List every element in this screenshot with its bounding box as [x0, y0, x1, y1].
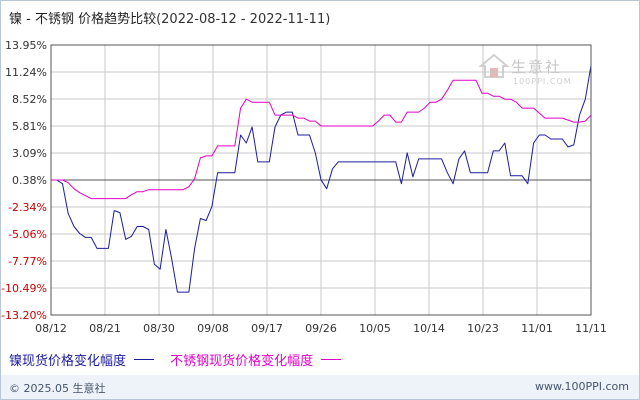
- x-tick-label: 09/26: [305, 322, 337, 335]
- x-tick-label: 08/30: [143, 322, 175, 335]
- legend-swatch-steel: [321, 359, 342, 360]
- y-tick-label: -10.49%: [1, 282, 47, 295]
- footer-bar: © 2025.05 生意社 www.100PPI.com: [1, 375, 639, 399]
- x-tick-label: 09/08: [197, 322, 229, 335]
- line-chart: 13.95% 11.24% 8.52% 5.81% 3.09% 0.38% -2.34% -5…: [1, 39, 607, 335]
- copyright-text: © 2025.05 生意社: [9, 382, 106, 395]
- y-tick-label: 3.09%: [12, 147, 47, 160]
- series-line-0: [51, 65, 592, 293]
- legend-label-nickel: 镍现货价格变化幅度: [9, 354, 127, 369]
- y-tick-label: 11.24%: [5, 66, 47, 79]
- x-tick-label: 11/11: [575, 322, 607, 335]
- plot-border: [50, 44, 592, 316]
- series-line-1: [51, 79, 592, 200]
- chart-legend: 镍现货价格变化幅度 不锈钢现货价格变化幅度: [9, 350, 353, 369]
- x-axis-ticks: 08/12 08/21 08/30 09/08 09/17 09/26 10/05 10/14…: [35, 322, 607, 335]
- chart-title: 镍 - 不锈钢 价格趋势比较(2022-08-12 - 2022-11-11): [9, 8, 330, 27]
- legend-label-steel: 不锈钢现货价格变化幅度: [170, 354, 314, 369]
- y-tick-label: 13.95%: [5, 39, 47, 52]
- legend-swatch-nickel: [134, 359, 155, 360]
- x-tick-label: 08/12: [35, 322, 67, 335]
- legend-item-steel: 不锈钢现货价格变化幅度: [170, 350, 342, 369]
- date-range: (2022-08-12 - 2022-11-11): [156, 12, 331, 27]
- y-tick-label: -13.20%: [1, 309, 47, 322]
- x-tick-label: 10/14: [413, 322, 445, 335]
- series-lines: [51, 65, 592, 293]
- legend-item-nickel: 镍现货价格变化幅度: [9, 350, 155, 369]
- y-tick-label: -7.77%: [8, 255, 47, 268]
- x-tick-label: 11/01: [521, 322, 553, 335]
- title-text: 镍 - 不锈钢 价格趋势比较: [9, 12, 157, 27]
- y-axis-ticks: 13.95% 11.24% 8.52% 5.81% 3.09% 0.38% -2.34% -5…: [1, 39, 47, 322]
- x-tick-label: 10/23: [467, 322, 499, 335]
- site-link[interactable]: www.100PPI.com: [535, 380, 629, 393]
- y-tick-label: 0.38%: [12, 174, 47, 187]
- y-tick-label: -2.34%: [8, 201, 47, 214]
- x-tick-label: 08/21: [89, 322, 121, 335]
- y-tick-label: 5.81%: [12, 120, 47, 133]
- y-tick-label: -5.06%: [8, 228, 47, 241]
- watermark-logo-en: 100PPI.COM: [513, 77, 572, 86]
- x-tick-label: 10/05: [359, 322, 391, 335]
- x-tick-label: 09/17: [251, 322, 283, 335]
- y-tick-label: 8.52%: [12, 93, 47, 106]
